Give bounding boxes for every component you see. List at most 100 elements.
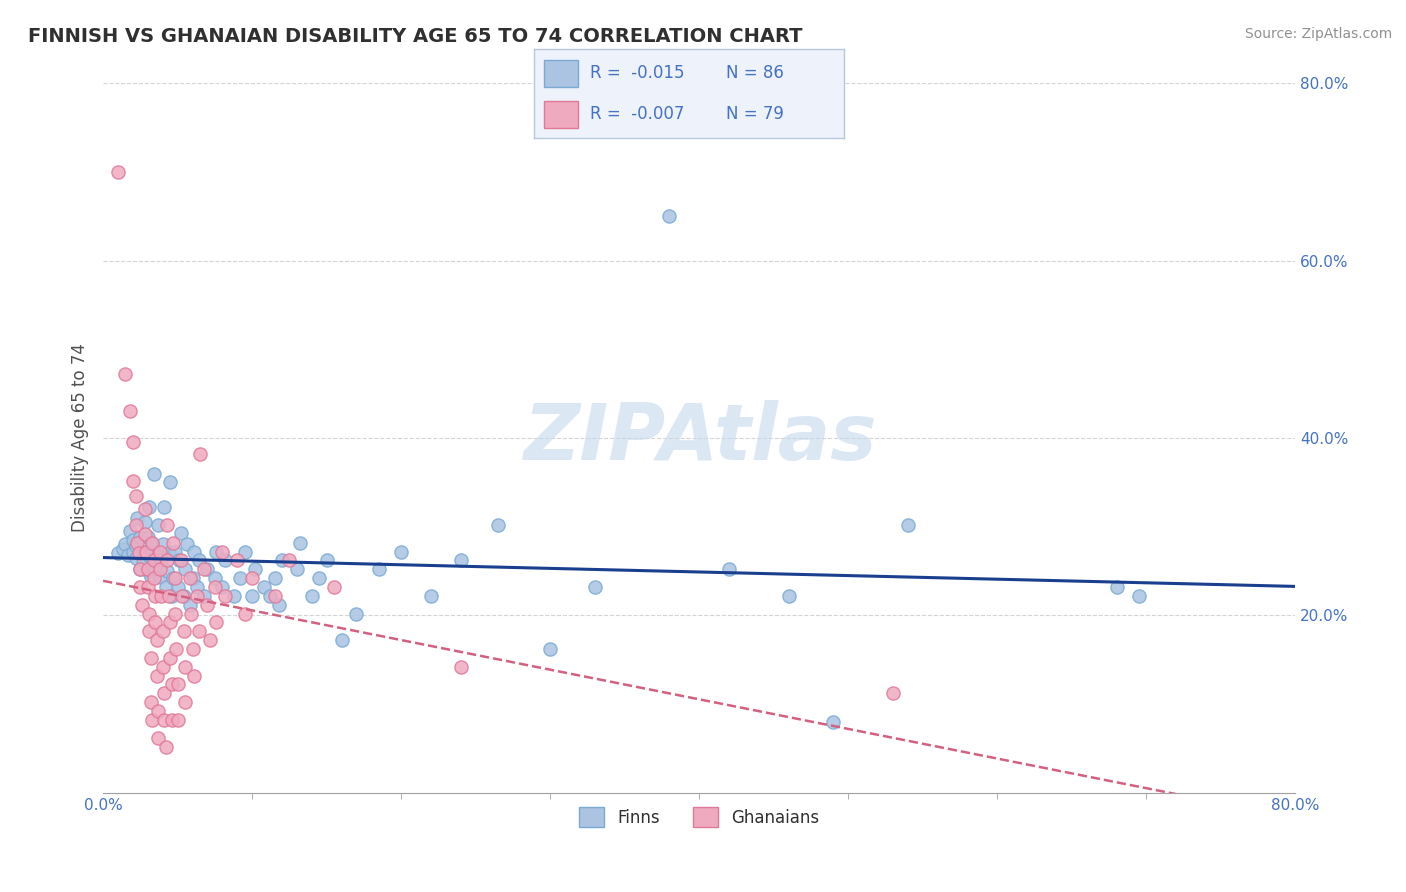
- Point: [136, 564, 159, 578]
- Text: R =  -0.007: R = -0.007: [591, 105, 685, 123]
- Point: [174, 659, 197, 673]
- Point: [150, 553, 173, 567]
- Point: [267, 598, 290, 612]
- Point: [160, 713, 183, 727]
- Point: [253, 580, 276, 594]
- Point: [150, 589, 173, 603]
- Point: [122, 533, 145, 547]
- Point: [285, 562, 308, 576]
- Point: [166, 677, 188, 691]
- Point: [131, 598, 153, 612]
- Text: N = 86: N = 86: [725, 64, 785, 82]
- Point: [125, 489, 148, 503]
- Point: [346, 607, 368, 621]
- Point: [288, 535, 311, 549]
- Point: [180, 607, 202, 621]
- Point: [141, 537, 163, 551]
- Point: [136, 580, 159, 594]
- Point: [146, 546, 169, 560]
- Point: [132, 544, 155, 558]
- Point: [778, 589, 800, 603]
- Point: [169, 553, 191, 567]
- Point: [122, 435, 145, 450]
- Point: [148, 731, 170, 745]
- Point: [159, 475, 181, 490]
- Point: [169, 525, 191, 540]
- Point: [163, 544, 186, 558]
- Point: [129, 580, 152, 594]
- Point: [450, 553, 472, 567]
- Point: [136, 562, 159, 576]
- Point: [143, 615, 166, 630]
- Point: [125, 550, 148, 565]
- Point: [240, 589, 263, 603]
- Point: [139, 695, 162, 709]
- FancyBboxPatch shape: [544, 101, 578, 128]
- Point: [204, 580, 226, 594]
- Point: [148, 704, 170, 718]
- Point: [142, 553, 165, 567]
- Point: [233, 607, 256, 621]
- Point: [156, 517, 179, 532]
- Point: [181, 571, 204, 585]
- Point: [127, 511, 149, 525]
- Point: [233, 544, 256, 558]
- Point: [240, 571, 263, 585]
- Point: [146, 633, 169, 648]
- Point: [114, 537, 136, 551]
- Point: [658, 210, 681, 224]
- Point: [135, 544, 157, 558]
- Point: [205, 544, 228, 558]
- Point: [179, 598, 201, 612]
- Point: [166, 713, 188, 727]
- Point: [138, 624, 160, 639]
- Point: [188, 447, 211, 461]
- Point: [205, 615, 228, 630]
- Point: [134, 526, 156, 541]
- Point: [160, 589, 183, 603]
- Point: [157, 546, 180, 560]
- Point: [224, 589, 246, 603]
- Text: FINNISH VS GHANAIAN DISABILITY AGE 65 TO 74 CORRELATION CHART: FINNISH VS GHANAIAN DISABILITY AGE 65 TO…: [28, 27, 803, 45]
- Point: [129, 530, 152, 544]
- Point: [308, 571, 330, 585]
- Text: R =  -0.015: R = -0.015: [591, 64, 685, 82]
- Point: [163, 571, 186, 585]
- Point: [214, 553, 236, 567]
- Point: [136, 530, 159, 544]
- Point: [138, 607, 160, 621]
- Point: [153, 713, 176, 727]
- Point: [538, 642, 561, 657]
- Point: [148, 517, 170, 532]
- Point: [173, 589, 195, 603]
- Point: [367, 562, 389, 576]
- Point: [211, 544, 233, 558]
- Point: [160, 677, 183, 691]
- Point: [146, 668, 169, 682]
- Point: [389, 544, 412, 558]
- Point: [183, 668, 205, 682]
- Point: [193, 589, 215, 603]
- Point: [172, 589, 194, 603]
- Point: [301, 589, 323, 603]
- Point: [486, 517, 509, 532]
- Text: ZIPAtlas: ZIPAtlas: [523, 400, 876, 476]
- Point: [107, 165, 129, 179]
- Point: [193, 562, 215, 576]
- Point: [142, 467, 165, 481]
- Point: [186, 589, 208, 603]
- Point: [167, 553, 190, 567]
- Point: [214, 589, 236, 603]
- Legend: Finns, Ghanaians: Finns, Ghanaians: [572, 800, 827, 834]
- Point: [114, 368, 136, 382]
- Point: [141, 553, 163, 567]
- Point: [143, 589, 166, 603]
- Point: [271, 553, 294, 567]
- Point: [138, 500, 160, 515]
- Point: [259, 589, 281, 603]
- Point: [125, 539, 148, 553]
- Point: [200, 633, 222, 648]
- Y-axis label: Disability Age 65 to 74: Disability Age 65 to 74: [72, 343, 89, 533]
- Point: [204, 571, 226, 585]
- Point: [243, 562, 266, 576]
